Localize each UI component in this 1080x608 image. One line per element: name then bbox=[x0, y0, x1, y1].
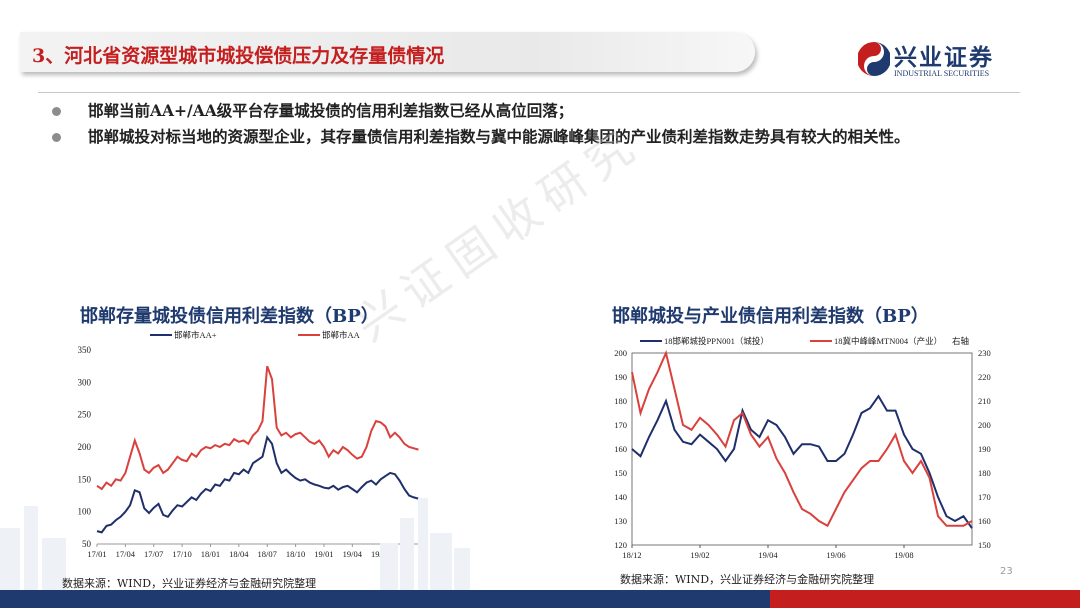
series-line bbox=[96, 365, 419, 491]
bullet-text: 邯郸城投对标当地的资源型企业，其存量债信用利差指数与冀中能源峰峰集团的产业债利差… bbox=[88, 127, 910, 146]
logo-mark-icon bbox=[858, 42, 890, 76]
legend-label: 邯郸市AA+ bbox=[174, 330, 217, 340]
x-tick-label: 19/02 bbox=[690, 550, 709, 558]
x-tick-label: 19/04 bbox=[343, 549, 363, 558]
bullet-dot-icon bbox=[52, 107, 61, 116]
y-tick-label: 180 bbox=[614, 396, 627, 406]
x-tick-label: 18/04 bbox=[229, 549, 249, 558]
y2-tick-label: 160 bbox=[978, 516, 991, 526]
y-tick-label: 150 bbox=[78, 474, 92, 484]
y-tick-label: 50 bbox=[82, 539, 92, 549]
y-tick-label: 200 bbox=[78, 442, 92, 452]
skyline-decoration bbox=[0, 498, 470, 590]
series-line bbox=[631, 349, 973, 528]
y-tick-label: 130 bbox=[614, 516, 627, 526]
y2-tick-label: 190 bbox=[978, 444, 991, 454]
x-tick-label: 19/01 bbox=[314, 549, 333, 558]
y-tick-label: 170 bbox=[614, 420, 627, 430]
x-tick-label: 17/07 bbox=[144, 549, 163, 558]
y-tick-label: 120 bbox=[614, 540, 627, 550]
legend-label: 18冀中峰峰MTN004（产业） bbox=[834, 336, 942, 346]
x-tick-label: 19/04 bbox=[758, 550, 778, 558]
logo: 兴业证券 INDUSTRIAL SECURITIES bbox=[858, 38, 1028, 82]
x-tick-label: 18/12 bbox=[622, 550, 641, 558]
x-tick-label: 18/10 bbox=[286, 549, 305, 558]
left-chart-title: 邯郸存量城投债信用利差指数（BP） bbox=[80, 306, 379, 327]
y2-tick-label: 200 bbox=[978, 420, 991, 430]
logo-text-en: INDUSTRIAL SECURITIES bbox=[894, 69, 990, 78]
page-title: 3、河北省资源型城市城投偿债压力及存量债情况 bbox=[32, 45, 445, 67]
left-chart: 50 100 150 200 250 300 350 17/01 17/04 17/07 17/10… bbox=[78, 330, 428, 558]
left-data-source: 数据来源：WIND，兴业证券经济与金融研究院整理 bbox=[62, 577, 317, 590]
y2-tick-label: 230 bbox=[978, 348, 991, 358]
title-bar: 3、河北省资源型城市城投偿债压力及存量债情况 bbox=[20, 32, 755, 72]
legend-suffix: 右轴 bbox=[952, 336, 969, 346]
right-data-source: 数据来源：WIND，兴业证券经济与金融研究院整理 bbox=[620, 573, 875, 586]
x-tick-label: 19/08 bbox=[894, 550, 913, 558]
header-divider bbox=[38, 92, 1020, 93]
legend-label: 邯郸市AA bbox=[322, 330, 361, 340]
y-tick-label: 200 bbox=[614, 348, 627, 358]
y-tick-label: 350 bbox=[78, 345, 92, 355]
bullet-list: 邯郸当前AA+/AA级平台存量城投债的信用利差指数已经从高位回落； 邯郸城投对标… bbox=[52, 99, 1042, 151]
x-tick-label: 19/06 bbox=[826, 550, 845, 558]
series-line bbox=[96, 434, 419, 534]
x-tick-label: 18/01 bbox=[201, 549, 220, 558]
bullet-text: 邯郸当前AA+/AA级平台存量城投债的信用利差指数已经从高位回落； bbox=[88, 101, 574, 120]
footer-bar-red bbox=[770, 590, 1080, 608]
y-tick-label: 250 bbox=[78, 410, 92, 420]
right-chart: 120 130 140 150 160 170 180 190 200 150 160 170 180 1… bbox=[614, 336, 991, 558]
x-tick-label: 18/07 bbox=[258, 549, 277, 558]
y-tick-label: 150 bbox=[614, 468, 627, 478]
y-tick-label: 100 bbox=[78, 507, 92, 517]
y-tick-label: 190 bbox=[614, 372, 627, 382]
logo-text-cn: 兴业证券 bbox=[894, 44, 994, 71]
y2-tick-label: 150 bbox=[978, 540, 991, 550]
bullet-item: 邯郸城投对标当地的资源型企业，其存量债信用利差指数与冀中能源峰峰集团的产业债利差… bbox=[52, 125, 1038, 149]
y-tick-label: 140 bbox=[614, 492, 627, 502]
legend-label: 18邯郸城投PPN001（城投） bbox=[664, 336, 769, 346]
y2-tick-label: 210 bbox=[978, 396, 991, 406]
page-number: 23 bbox=[1000, 566, 1013, 577]
bullet-dot-icon bbox=[52, 133, 61, 142]
right-chart-title: 邯郸城投与产业债信用利差指数（BP） bbox=[612, 306, 929, 327]
plot-frame bbox=[631, 352, 973, 546]
x-tick-label: 17/04 bbox=[116, 549, 136, 558]
x-tick-label: 17/01 bbox=[87, 549, 106, 558]
x-tick-label: 17/10 bbox=[172, 549, 191, 558]
y-tick-label: 160 bbox=[614, 444, 627, 454]
y2-tick-label: 220 bbox=[978, 372, 991, 382]
series-line bbox=[631, 394, 973, 529]
y2-tick-label: 180 bbox=[978, 468, 991, 478]
y-tick-label: 300 bbox=[78, 377, 92, 387]
y2-tick-label: 170 bbox=[978, 492, 991, 502]
bullet-item: 邯郸当前AA+/AA级平台存量城投债的信用利差指数已经从高位回落； bbox=[52, 99, 1042, 123]
